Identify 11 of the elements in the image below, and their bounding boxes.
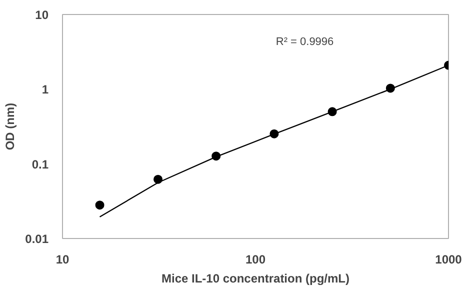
- y-tick-label: 0.1: [32, 157, 49, 172]
- y-tick-label: 0.01: [25, 232, 49, 246]
- point: [95, 200, 104, 210]
- x-tick-label: 100: [245, 252, 266, 266]
- y-tick-label: 1: [42, 82, 49, 97]
- x-tick-label: 10: [56, 252, 70, 266]
- x-axis-title: Mice IL-10 concentration (pg/mL): [161, 272, 350, 286]
- x-tick-label: 1000: [435, 252, 462, 266]
- y-axis-title: OD (nm): [3, 102, 18, 150]
- y-tick-label: 10: [35, 8, 49, 22]
- annotation: R² = 0.9996: [276, 36, 334, 48]
